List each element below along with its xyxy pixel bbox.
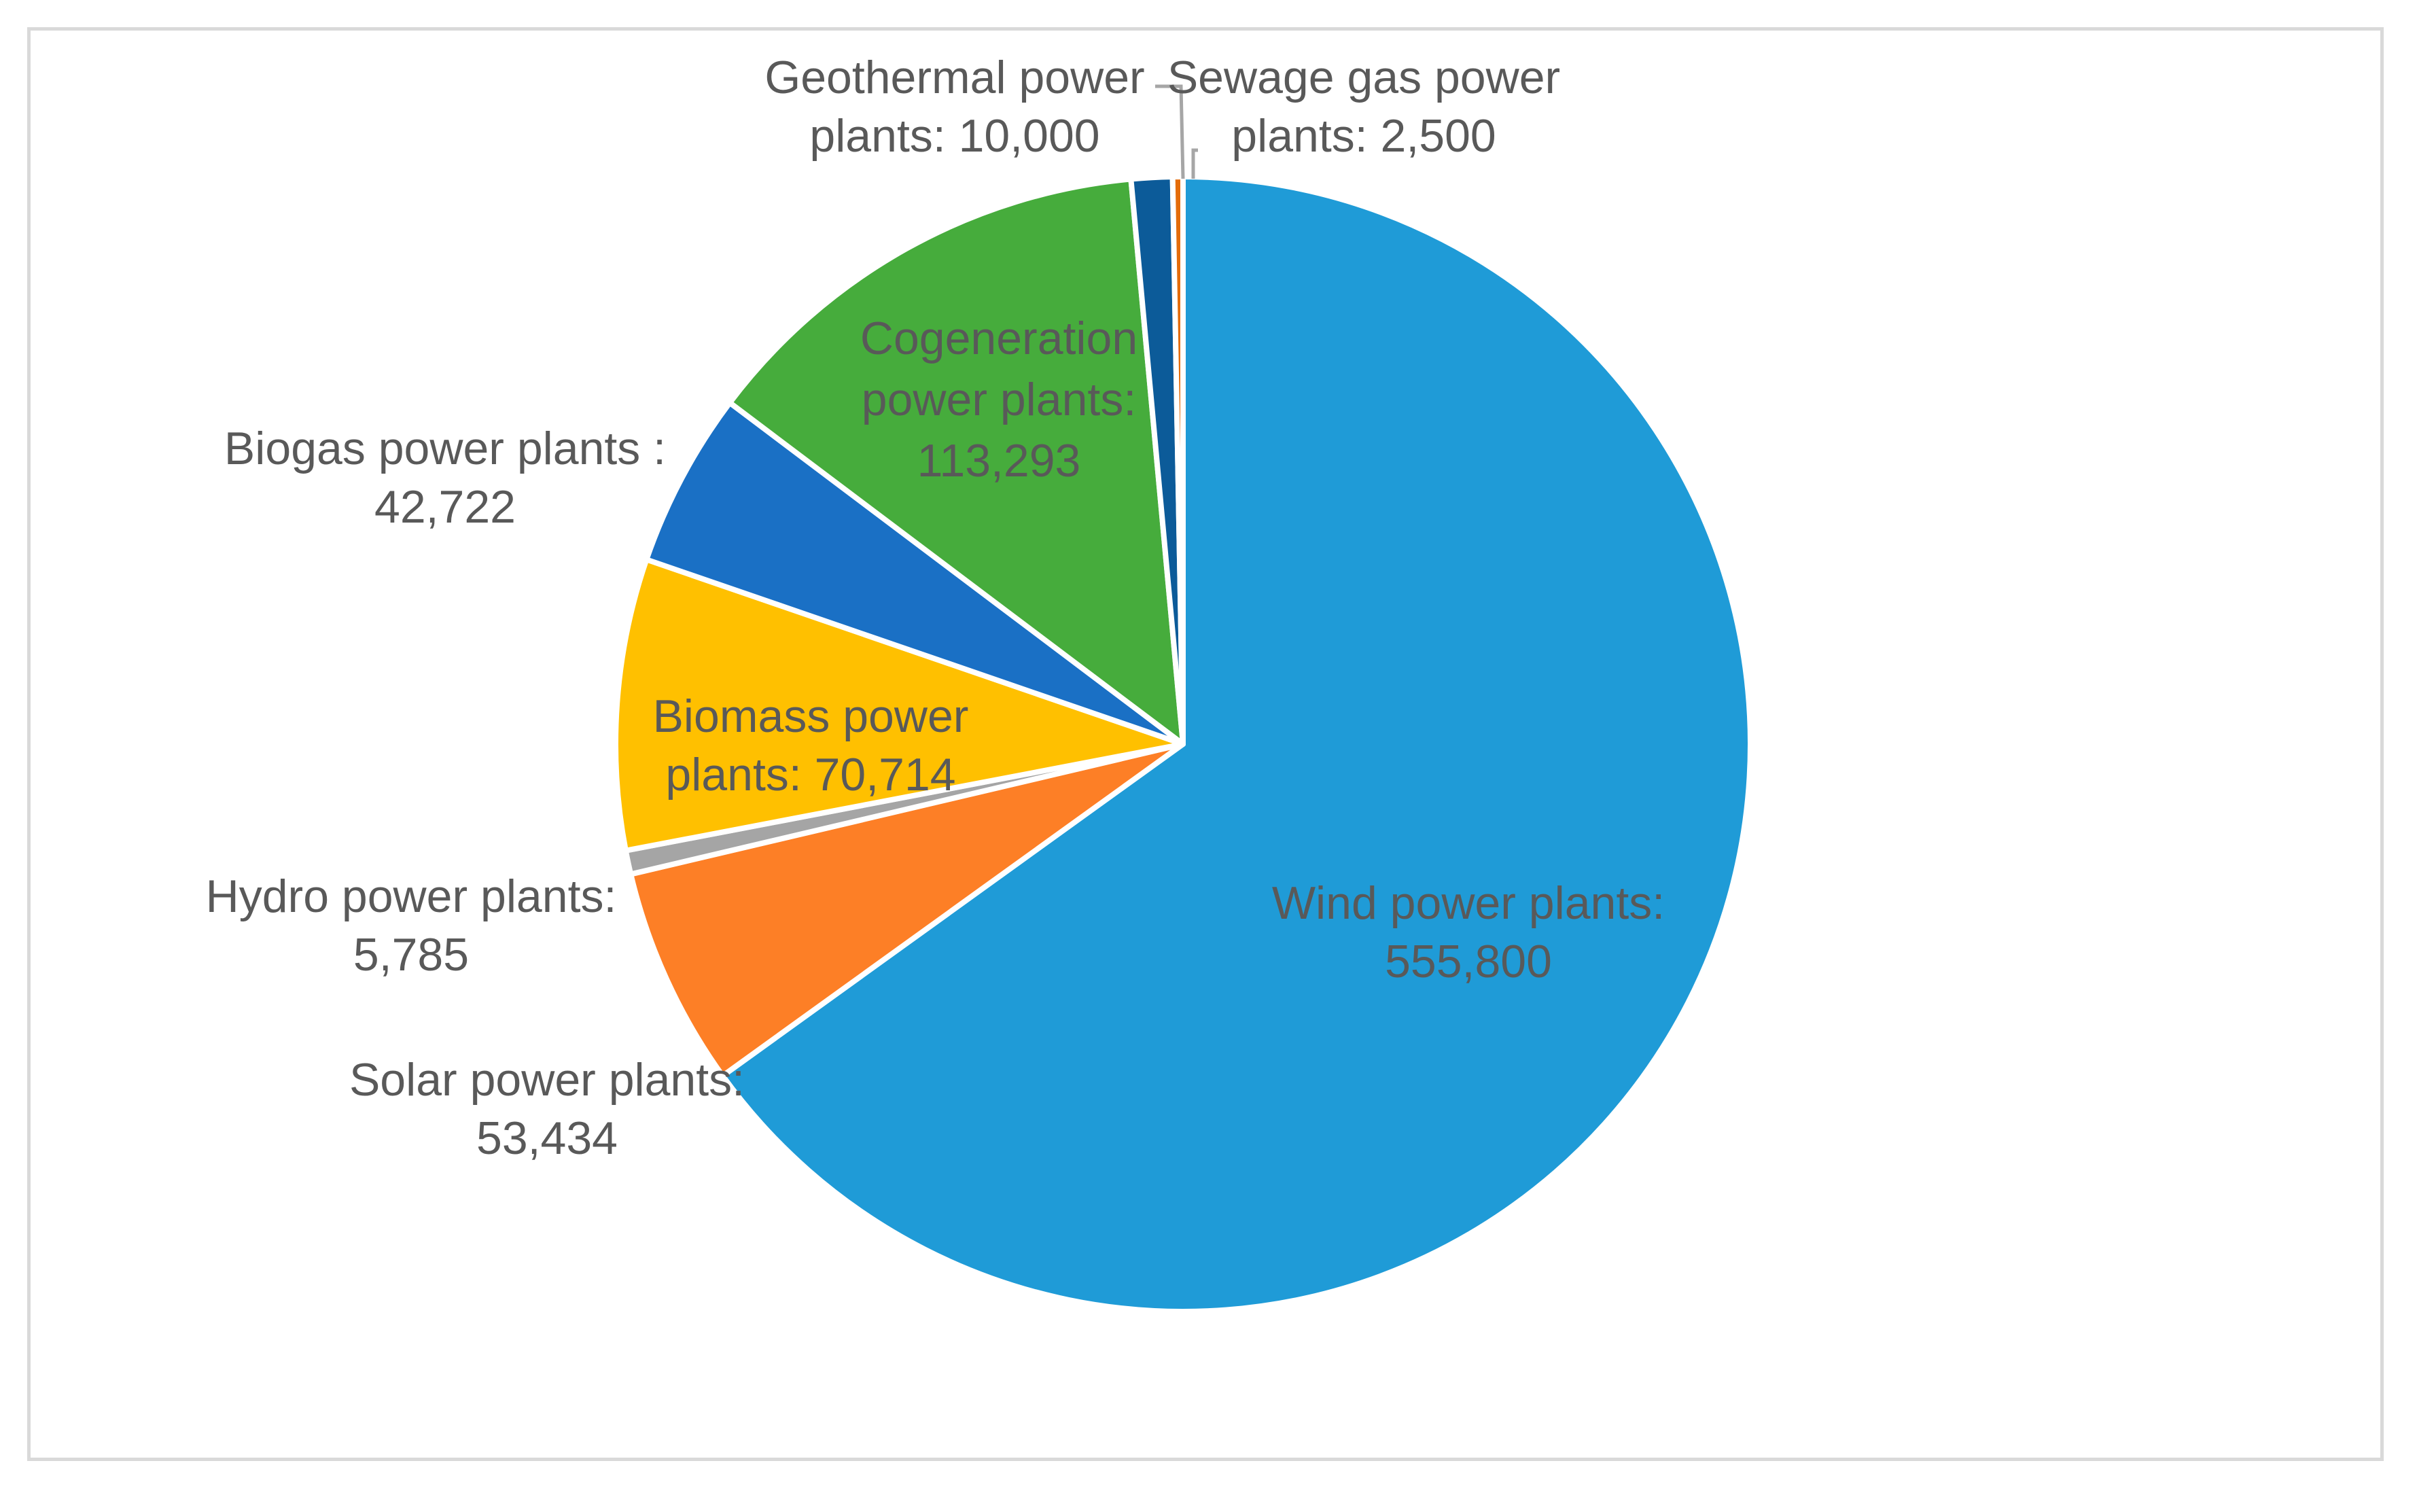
data-label-line: power plants: — [862, 374, 1136, 425]
data-label-sewage-gas-power-plants: Sewage gas power plants: 2,500 — [1167, 52, 1560, 162]
data-label-line: Geothermal power — [764, 52, 1144, 103]
data-label-line: 53,434 — [476, 1112, 618, 1164]
data-label-line: plants: 70,714 — [665, 749, 955, 801]
data-label-line: Wind power plants: — [1272, 877, 1665, 929]
leader-lines — [1155, 84, 1198, 179]
pie-slice-biogas-power-plants — [643, 400, 1186, 747]
data-label-line: 42,722 — [374, 481, 516, 533]
data-label-line: 5,785 — [353, 929, 469, 981]
chart-frame: Wind power plants: 555,800 Solar power pla… — [27, 27, 2384, 1461]
data-label-line: Cogeneration — [860, 313, 1137, 364]
data-label-biogas-power-plants: Biogas power plants : 42,722 — [224, 423, 666, 533]
data-label-line: Hydro power plants: — [206, 871, 617, 922]
data-label-line: Biomass power — [653, 690, 969, 742]
pie-slice-cogeneration-power-plants — [727, 176, 1186, 747]
data-label-geothermal-power-plants: Geothermal power plants: 10,000 — [764, 52, 1144, 162]
pie-chart: Wind power plants: 555,800 Solar power pla… — [206, 52, 1753, 1314]
pie-slice-solar-power-plants — [628, 741, 1186, 1079]
data-labels: Wind power plants: 555,800 Solar power pla… — [206, 52, 1665, 1164]
data-label-line: Solar power plants: — [349, 1054, 745, 1106]
data-label-line: Sewage gas power — [1167, 52, 1560, 103]
leader-line-sewage-gas — [1191, 148, 1198, 179]
leader-line-geothermal — [1155, 84, 1185, 179]
data-label-line: 113,293 — [917, 435, 1081, 487]
data-label-hydro-power-plants: Hydro power plants: 5,785 — [206, 871, 617, 981]
data-label-cogeneration-power-plants: Cogeneration power plants: 113,293 — [860, 313, 1137, 487]
data-label-line: plants: 2,500 — [1231, 110, 1496, 162]
data-label-biomass-power-plants: Biomass power plants: 70,714 — [653, 690, 969, 801]
data-label-line: Biogas power plants : — [224, 423, 666, 474]
data-label-solar-power-plants: Solar power plants: 53,434 — [349, 1054, 745, 1164]
pie-slice-wind-power-plants — [720, 174, 1753, 1314]
pie-slice-biomass-power-plants — [613, 557, 1186, 854]
data-label-line: 555,800 — [1385, 936, 1552, 987]
data-label-wind-power-plants: Wind power plants: 555,800 — [1272, 877, 1665, 987]
pie-slices — [613, 174, 1753, 1314]
data-label-line: plants: 10,000 — [809, 110, 1099, 162]
